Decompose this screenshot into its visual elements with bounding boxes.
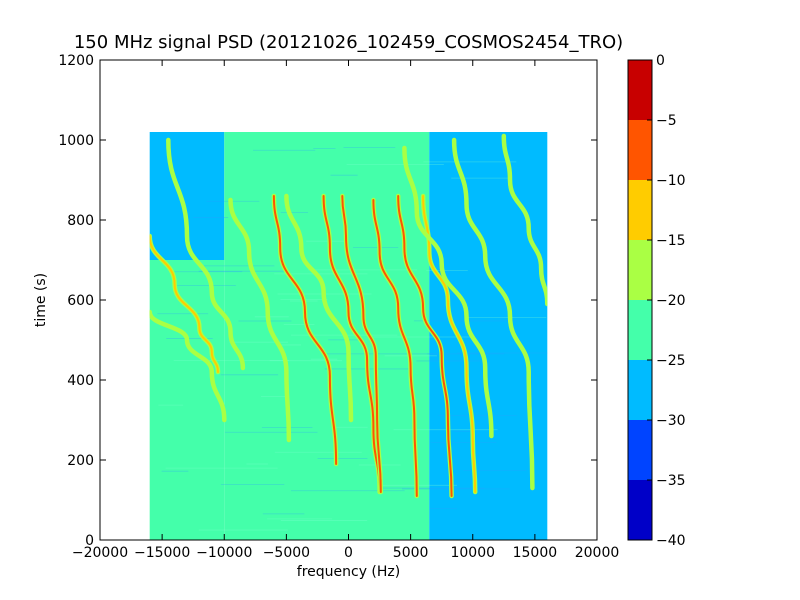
- psd-region-2: [224, 132, 430, 540]
- signal-trace-9: [397, 195, 453, 497]
- x-tick-label: 0: [344, 545, 353, 561]
- x-tick-label: −20000: [72, 545, 128, 561]
- colorbar-level: [628, 240, 652, 300]
- colorbar-tick-label: −35: [656, 473, 686, 489]
- psd-region-3: [429, 132, 548, 540]
- x-tick-label: 20000: [575, 545, 620, 561]
- colorbar: 0 −5 −10 −15 −20 −25 −30 −35 −40: [627, 53, 686, 549]
- colorbar-level: [628, 180, 652, 240]
- colorbar-tick-label: 0: [656, 53, 665, 69]
- x-tick-label: 10000: [450, 545, 495, 561]
- y-tick-label: 800: [67, 213, 94, 229]
- signal-trace-1: [149, 311, 226, 421]
- signal-trace-6: [322, 195, 381, 493]
- colorbar-level: [628, 480, 652, 540]
- signal-trace-2: [167, 139, 244, 369]
- colorbar-level: [628, 60, 652, 120]
- y-tick-label: 600: [67, 293, 94, 309]
- signal-trace-7: [341, 195, 382, 493]
- y-tick-label: 400: [67, 373, 94, 389]
- plot-area: [149, 132, 548, 540]
- x-tick-label: 5000: [393, 545, 429, 561]
- chart-title: 150 MHz signal PSD (20121026_102459_COSM…: [74, 32, 623, 53]
- x-tick-label: −5000: [263, 545, 310, 561]
- colorbar-level: [628, 120, 652, 180]
- signal-trace-0: [149, 235, 219, 373]
- y-axis-label: time (s): [33, 273, 49, 327]
- signal-traces: [149, 133, 548, 499]
- x-axis: −20000 −15000 −10000 −5000 0 5000 10000 15000 20…: [72, 60, 619, 561]
- signal-trace-11: [403, 147, 493, 437]
- colorbar-tick-label: −5: [656, 113, 677, 129]
- y-tick-label: 200: [67, 453, 94, 469]
- signal-trace-4: [272, 195, 338, 465]
- colorbar-tick-label: −20: [656, 293, 686, 309]
- signal-trace-13: [502, 135, 548, 305]
- signal-trace-5: [285, 195, 352, 421]
- x-tick-label: −15000: [134, 545, 190, 561]
- y-axis: 0 200 400 600 800 1000 1200: [58, 53, 597, 549]
- x-tick-label: 15000: [513, 545, 558, 561]
- colorbar-tick-label: −15: [656, 233, 686, 249]
- signal-trace-12: [453, 139, 534, 489]
- colorbar-level: [628, 300, 652, 360]
- x-tick-label: −10000: [196, 545, 252, 561]
- colorbar-level: [628, 360, 652, 420]
- colorbar-tick-label: −40: [656, 533, 686, 549]
- signal-trace-3: [229, 199, 290, 441]
- y-tick-label: 1200: [58, 53, 94, 69]
- colorbar-level: [628, 420, 652, 480]
- x-axis-label: frequency (Hz): [297, 564, 400, 580]
- colorbar-tick-label: −30: [656, 413, 686, 429]
- colorbar-tick-label: −10: [656, 173, 686, 189]
- y-tick-label: 0: [85, 533, 94, 549]
- colorbar-tick-label: −25: [656, 353, 686, 369]
- signal-trace-10: [422, 195, 477, 493]
- y-tick-label: 1000: [58, 133, 94, 149]
- signal-trace-8: [372, 199, 418, 497]
